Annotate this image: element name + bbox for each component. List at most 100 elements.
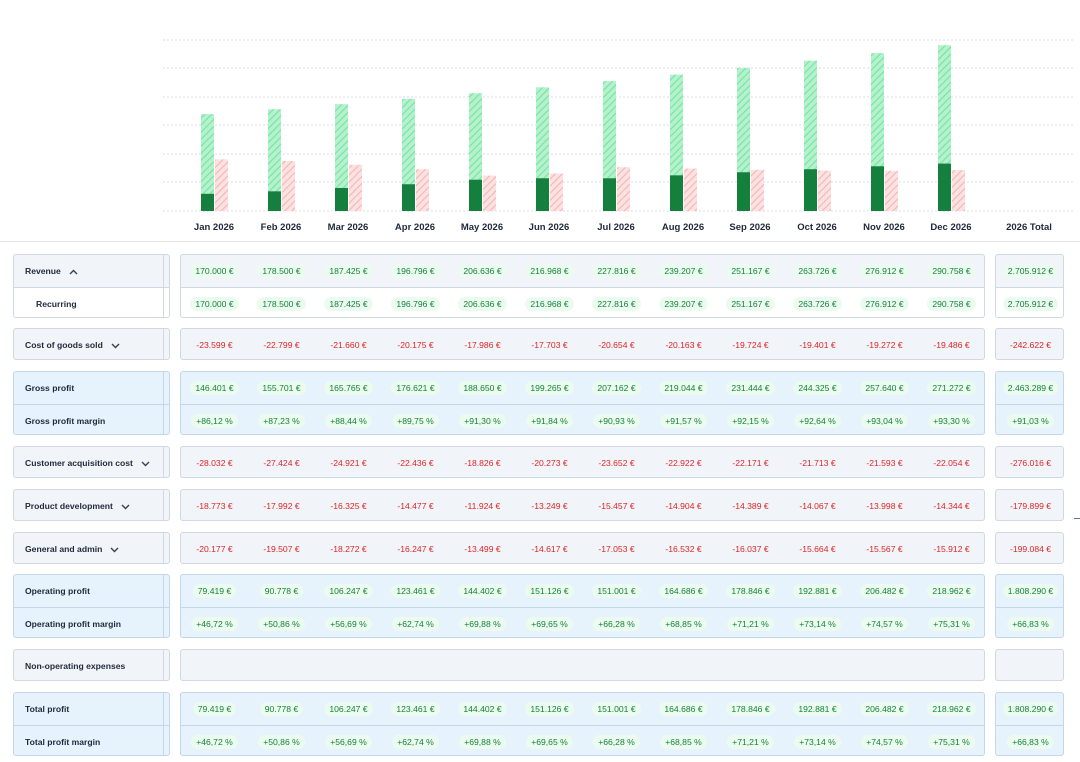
row-values-block: 146.401 € 155.701 € 165.765 € 176.621 € 188.… xyxy=(180,371,985,435)
value-cell: -16.037 € xyxy=(717,533,784,563)
chart-x-axis: Jan 2026 Feb 2026 Mar 2026 Apr 2026 May 2026… xyxy=(194,222,1052,233)
value-cell: -13.499 € xyxy=(449,533,516,563)
value-cell xyxy=(382,650,449,680)
row-total-block: -276.016 € xyxy=(995,446,1064,478)
value-cell: -20.273 € xyxy=(516,447,583,477)
profit-bar xyxy=(469,179,482,211)
row-label[interactable]: Cost of goods sold xyxy=(14,329,169,359)
value-text: -17.992 € xyxy=(263,501,300,511)
row-total: 2.705.912 € xyxy=(996,255,1063,287)
value-cell: 239.207 € xyxy=(650,255,717,287)
value-cell: 206.482 € xyxy=(851,575,918,607)
value-cell: 227.816 € xyxy=(583,255,650,287)
row-total-block: -179.899 € xyxy=(995,489,1064,521)
total-cell: -276.016 € xyxy=(996,447,1063,477)
row-values: -28.032 € -27.424 € -24.921 € -22.436 € -18.… xyxy=(181,447,984,477)
cost-bar xyxy=(617,167,630,211)
value-cell: -20.654 € xyxy=(583,329,650,359)
row-label-value: Total profit xyxy=(25,704,70,714)
value-cell: -18.773 € xyxy=(181,490,248,520)
value-text: -22.922 € xyxy=(665,458,702,468)
value-text: 178.846 € xyxy=(726,702,775,716)
value-text: 239.207 € xyxy=(659,297,708,311)
value-cell: 206.636 € xyxy=(449,288,516,317)
x-tick-label: Aug 2026 xyxy=(662,222,704,233)
total-cell: +66,83 % xyxy=(996,608,1063,637)
value-text: 79.419 € xyxy=(192,702,237,716)
value-cell: +92,15 % xyxy=(717,405,784,434)
value-text: 219.044 € xyxy=(659,381,708,395)
chevron-down-icon[interactable] xyxy=(111,330,120,359)
row-label[interactable]: General and admin xyxy=(14,533,169,563)
chevron-down-icon[interactable] xyxy=(121,491,130,520)
row-values-block: -20.177 € -19.507 € -18.272 € -16.247 € -13.… xyxy=(180,532,985,564)
value-cell: 79.419 € xyxy=(181,693,248,725)
row-values-block: -18.773 € -17.992 € -16.325 € -14.477 € -11.… xyxy=(180,489,985,521)
revenue-bar xyxy=(268,109,281,211)
value-text: +71,21 % xyxy=(727,735,774,749)
row-values: -18.773 € -17.992 € -16.325 € -14.477 € -11.… xyxy=(181,490,984,520)
row-label[interactable]: Revenue xyxy=(14,255,169,287)
row-label-text: Product development xyxy=(25,490,130,520)
row-total: -179.899 € xyxy=(996,490,1063,520)
row-label-text: Revenue xyxy=(25,255,78,288)
row-total-block: -242.622 € xyxy=(995,328,1064,360)
value-cell: +69,88 % xyxy=(449,726,516,755)
value-cell: -16.247 € xyxy=(382,533,449,563)
value-cell: 155.701 € xyxy=(248,372,315,404)
value-cell: 196.796 € xyxy=(382,255,449,287)
value-cell: +68,85 % xyxy=(650,608,717,637)
total-text: -276.016 € xyxy=(1009,458,1052,468)
row-label-block: Gross profit Gross profit margin xyxy=(13,371,170,435)
value-cell: 196.796 € xyxy=(382,288,449,317)
row-total: -276.016 € xyxy=(996,447,1063,477)
value-text: -28.032 € xyxy=(196,458,233,468)
value-cell xyxy=(248,650,315,680)
value-cell xyxy=(717,650,784,680)
value-text: 170.000 € xyxy=(190,264,239,278)
cost-bar xyxy=(215,159,228,211)
value-cell: 170.000 € xyxy=(181,288,248,317)
total-cell: +66,83 % xyxy=(996,726,1063,755)
total-text: +91,03 % xyxy=(1007,414,1054,428)
value-text: 206.636 € xyxy=(458,297,507,311)
value-text: 178.846 € xyxy=(726,584,775,598)
value-cell: +46,72 % xyxy=(181,726,248,755)
row-label[interactable]: Customer acquisition cost xyxy=(14,447,169,477)
value-cell: 123.461 € xyxy=(382,693,449,725)
value-text: +69,65 % xyxy=(526,617,573,631)
total-cell xyxy=(996,650,1063,680)
value-cell: 263.726 € xyxy=(784,255,851,287)
x-tick-label: May 2026 xyxy=(461,222,503,233)
row-label-text: Recurring xyxy=(36,288,77,317)
value-cell: +56,69 % xyxy=(315,726,382,755)
total-text: -179.899 € xyxy=(1009,501,1052,511)
row-label[interactable]: Product development xyxy=(14,490,169,520)
value-text: +93,30 % xyxy=(928,414,975,428)
x-tick-label: Jan 2026 xyxy=(194,222,234,233)
value-text: -23.599 € xyxy=(196,340,233,350)
row-label-text: Customer acquisition cost xyxy=(25,447,150,477)
value-text: +69,65 % xyxy=(526,735,573,749)
value-text: 251.167 € xyxy=(726,297,775,311)
value-text: -14.344 € xyxy=(933,501,970,511)
chevron-down-icon[interactable] xyxy=(141,448,150,477)
value-cell: 290.758 € xyxy=(918,288,984,317)
value-text: -19.486 € xyxy=(933,340,970,350)
value-text: +91,57 % xyxy=(660,414,707,428)
value-cell: 178.846 € xyxy=(717,575,784,607)
value-cell: -19.507 € xyxy=(248,533,315,563)
value-text: +92,64 % xyxy=(794,414,841,428)
value-text: 123.461 € xyxy=(391,702,440,716)
value-cell: -21.713 € xyxy=(784,447,851,477)
value-text: +75,31 % xyxy=(928,735,975,749)
row-values: 79.419 € 90.778 € 106.247 € 123.461 € 144.40… xyxy=(181,575,984,607)
value-cell: -17.992 € xyxy=(248,490,315,520)
chevron-up-icon[interactable] xyxy=(69,256,78,288)
row-label-block: Customer acquisition cost xyxy=(13,446,170,478)
value-text: +66,28 % xyxy=(593,617,640,631)
row-label-value: Operating profit margin xyxy=(25,619,121,629)
value-text: 218.962 € xyxy=(927,702,976,716)
chevron-down-icon[interactable] xyxy=(110,534,119,563)
profit-bar xyxy=(603,178,616,211)
